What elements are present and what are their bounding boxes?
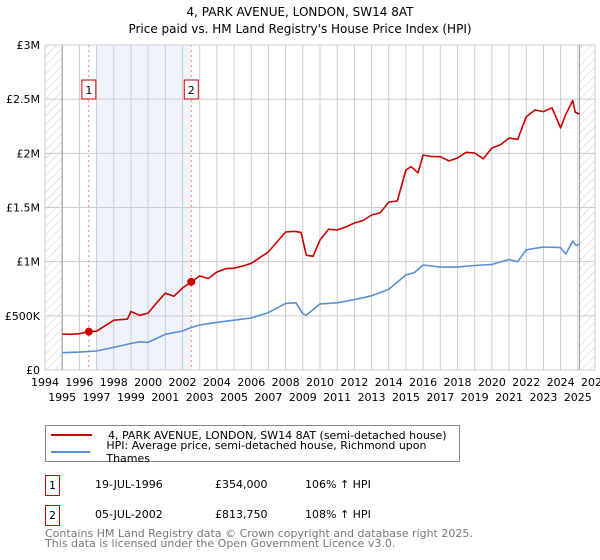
footer-copyright: Contains HM Land Registry data © Crown c…	[45, 527, 473, 540]
x-tick-label: 1997	[83, 391, 111, 404]
x-tick-label: 2026	[581, 376, 600, 389]
chart-subtitle: Price paid vs. HM Land Registry's House …	[128, 22, 471, 36]
transaction-row: 2 05-JUL-2002 £813,750 108% ↑ HPI	[45, 505, 545, 526]
x-tick-label: 2008	[272, 376, 300, 389]
property-price-line	[62, 99, 580, 336]
legend-item-property: 4, PARK AVENUE, LONDON, SW14 8AT (semi-d…	[46, 427, 447, 443]
x-tick-label: 2003	[186, 391, 214, 404]
y-tick-label: £3M	[17, 39, 41, 52]
marker-label-box	[183, 79, 199, 100]
x-tick-label: 2015	[392, 391, 420, 404]
x-tick-label: 2012	[340, 376, 368, 389]
x-tick-label: 2025	[564, 391, 592, 404]
plot-frame	[44, 44, 596, 371]
x-tick-label: 2010	[306, 376, 334, 389]
x-tick-label: 2020	[478, 376, 506, 389]
x-tick-label: 1994	[31, 376, 59, 389]
x-tick-label: 1995	[48, 391, 76, 404]
x-tick-label: 2006	[237, 376, 265, 389]
legend-label: HPI: Average price, semi-detached house,…	[106, 439, 427, 465]
legend-label: 4, PARK AVENUE, LONDON, SW14 8AT (semi-d…	[108, 428, 447, 442]
marker-label: 1	[85, 84, 92, 97]
transaction-marker: 2	[45, 505, 60, 526]
x-tick-label: 2000	[134, 376, 162, 389]
chart-title: 4, PARK AVENUE, LONDON, SW14 8AT	[187, 5, 415, 19]
transaction-row: 1 19-JUL-1996 £354,000 106% ↑ HPI	[45, 475, 545, 496]
x-tick-label: 2014	[375, 376, 403, 389]
marker-label: 2	[188, 84, 195, 97]
x-tick-label: 2017	[426, 391, 454, 404]
marker-label-box	[81, 79, 97, 100]
footer: Contains HM Land Registry data © Crown c…	[45, 527, 473, 550]
transaction-marker: 1	[45, 475, 60, 496]
y-tick-label: £1M	[17, 256, 41, 269]
y-tick-label: £1.5M	[6, 202, 40, 215]
x-tick-label: 2001	[151, 391, 179, 404]
x-tick-label: 1998	[100, 376, 128, 389]
footer-license: This data is licensed under the Open Gov…	[45, 537, 396, 550]
x-tick-label: 1996	[65, 376, 93, 389]
x-tick-label: 2002	[169, 376, 197, 389]
y-tick-label: £500K	[5, 310, 41, 323]
legend-swatch-red	[51, 434, 92, 436]
transaction-price: £354,000	[215, 478, 268, 491]
x-tick-label: 2005	[220, 391, 248, 404]
x-tick-label: 2024	[547, 376, 575, 389]
legend-item-hpi: HPI: Average price, semi-detached house,…	[46, 439, 459, 465]
x-tick-label: 2004	[203, 376, 231, 389]
x-tick-label: 2013	[358, 391, 386, 404]
sale-point	[187, 277, 196, 286]
y-tick-label: £2.5M	[6, 93, 40, 106]
x-tick-label: 2009	[289, 391, 317, 404]
x-tick-label: 2019	[461, 391, 489, 404]
x-tick-label: 2018	[444, 376, 472, 389]
transaction-price: £813,750	[215, 508, 268, 521]
transaction-date: 05-JUL-2002	[95, 508, 163, 521]
x-tick-label: 2011	[323, 391, 351, 404]
legend: 4, PARK AVENUE, LONDON, SW14 8AT (semi-d…	[45, 425, 460, 465]
transaction-date: 19-JUL-1996	[95, 478, 163, 491]
x-tick-label: 2023	[529, 391, 557, 404]
hpi-line	[62, 240, 580, 354]
y-tick-label: £2M	[17, 147, 41, 160]
legend-swatch-blue	[51, 451, 91, 453]
x-tick-label: 2016	[409, 376, 437, 389]
sale-point	[84, 327, 93, 336]
x-tick-label: 2022	[512, 376, 540, 389]
price-chart: 4, PARK AVENUE, LONDON, SW14 8AT Price p…	[5, 5, 600, 404]
x-tick-label: 2021	[495, 391, 523, 404]
x-tick-label: 1999	[117, 391, 145, 404]
y-tick-label: £0	[26, 364, 40, 377]
transaction-hpi: 108% ↑ HPI	[305, 508, 371, 521]
x-tick-label: 2007	[254, 391, 282, 404]
transaction-hpi: 106% ↑ HPI	[305, 478, 371, 491]
